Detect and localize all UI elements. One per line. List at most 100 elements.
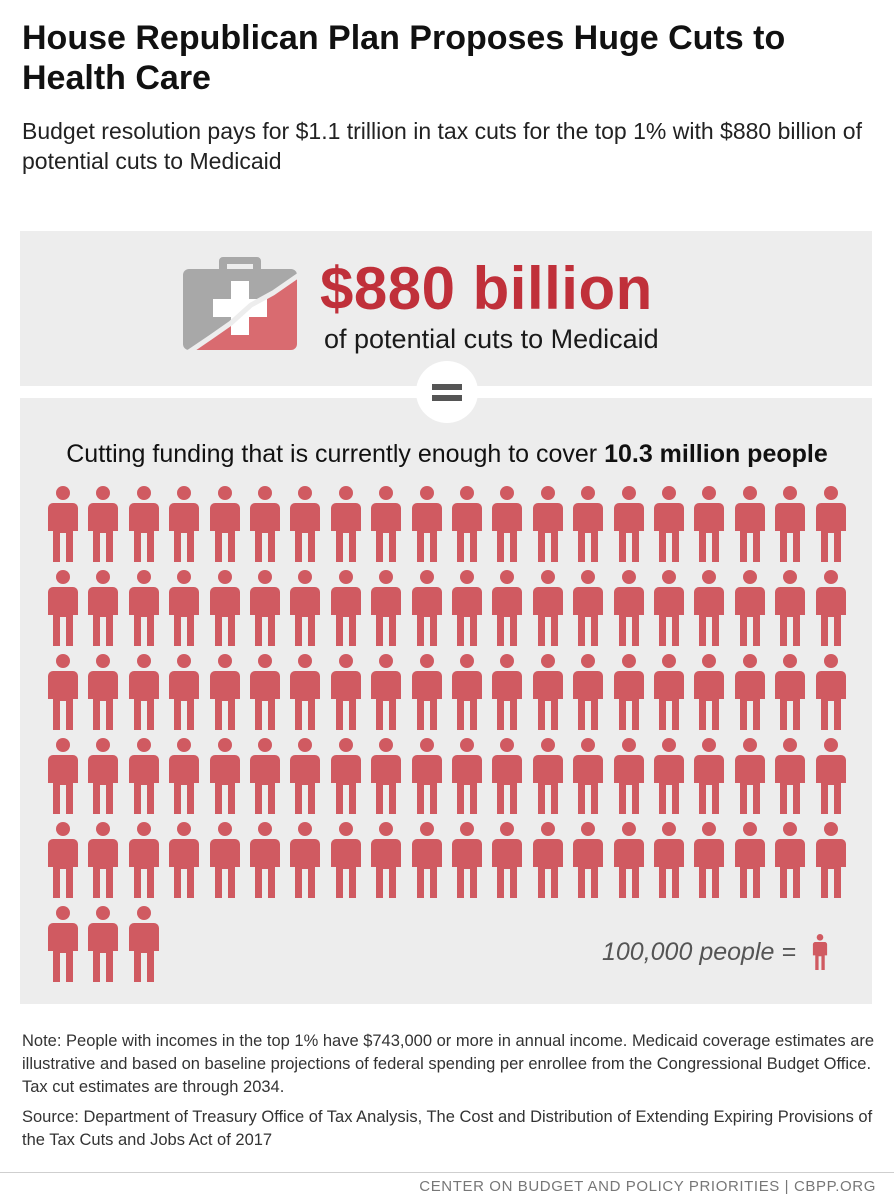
person-icon [613, 822, 644, 898]
person-icon [169, 654, 200, 730]
person-icon [694, 822, 725, 898]
person-icon [452, 738, 482, 814]
legend-label: 100,000 people = [602, 938, 796, 966]
person-icon [573, 822, 604, 898]
footer-credit: CENTER ON BUDGET AND POLICY PRIORITIES |… [419, 1178, 876, 1195]
person-icon [209, 654, 240, 730]
person-icon [775, 486, 806, 562]
person-icon [734, 654, 765, 730]
person-icon [209, 738, 240, 814]
person-icon [573, 654, 604, 730]
first-aid-kit-icon [183, 257, 299, 352]
person-icon [48, 486, 78, 562]
cut-amount-description: of potential cuts to Medicaid [324, 324, 659, 354]
cut-amount: $880 billion [320, 255, 653, 322]
person-icon [48, 822, 78, 898]
person-icon [169, 822, 200, 898]
person-icon [532, 822, 563, 898]
person-icon [613, 486, 644, 562]
person-icon [250, 654, 280, 730]
person-icon [775, 570, 806, 646]
person-icon [128, 822, 159, 898]
person-icon [532, 486, 563, 562]
person-icon [128, 654, 159, 730]
person-icon [573, 486, 604, 562]
person-icon [492, 738, 523, 814]
person-icon [88, 654, 119, 730]
person-icon [812, 934, 828, 970]
person-icon [452, 486, 482, 562]
person-icon [250, 570, 280, 646]
person-icon [734, 738, 765, 814]
equals-icon [416, 361, 478, 423]
person-icon [88, 738, 119, 814]
person-icon [371, 654, 402, 730]
person-icon [88, 822, 119, 898]
person-icon [654, 654, 684, 730]
person-icon [694, 654, 725, 730]
page-title: House Republican Plan Proposes Huge Cuts… [22, 19, 786, 97]
person-icon [290, 822, 321, 898]
person-icon [371, 570, 402, 646]
person-icon [815, 738, 846, 814]
person-icon [250, 738, 280, 814]
person-icon [48, 738, 78, 814]
coverage-text: Cutting funding that is currently enough… [66, 440, 605, 468]
person-icon [209, 570, 240, 646]
person-icon [88, 906, 119, 982]
person-icon [694, 570, 725, 646]
person-icon [48, 906, 78, 982]
person-icon [128, 486, 159, 562]
person-icon [371, 486, 402, 562]
person-icon [290, 570, 321, 646]
person-icon [775, 738, 806, 814]
person-icon [290, 486, 321, 562]
coverage-panel [20, 398, 872, 1004]
person-icon [694, 738, 725, 814]
person-icon [48, 654, 78, 730]
footer-divider [0, 1172, 894, 1173]
people-icon-grid [47, 486, 867, 986]
person-icon [371, 822, 402, 898]
person-icon [128, 738, 159, 814]
person-icon [411, 822, 442, 898]
person-icon [88, 570, 119, 646]
person-icon [492, 654, 523, 730]
person-icon [330, 570, 361, 646]
person-icon [492, 822, 523, 898]
person-icon [532, 654, 563, 730]
person-icon [48, 570, 78, 646]
person-icon [290, 654, 321, 730]
person-icon [411, 570, 442, 646]
person-icon [613, 738, 644, 814]
person-icon [734, 822, 765, 898]
person-icon [613, 654, 644, 730]
person-icon [775, 822, 806, 898]
person-icon [815, 822, 846, 898]
person-icon [330, 654, 361, 730]
person-icon [573, 738, 604, 814]
person-icon [330, 822, 361, 898]
person-icon [492, 570, 523, 646]
person-icon [250, 486, 280, 562]
person-icon [128, 906, 159, 982]
person-icon [694, 486, 725, 562]
person-icon [452, 654, 482, 730]
person-icon [734, 486, 765, 562]
person-icon [411, 654, 442, 730]
person-icon [330, 486, 361, 562]
person-icon [250, 822, 280, 898]
person-icon [532, 738, 563, 814]
person-icon [654, 570, 684, 646]
person-icon [452, 570, 482, 646]
person-icon [654, 822, 684, 898]
person-icon [815, 654, 846, 730]
note-text: Note: People with incomes in the top 1% … [22, 1032, 875, 1096]
person-icon [88, 486, 119, 562]
coverage-count: 10.3 million people [604, 440, 828, 468]
person-icon [371, 738, 402, 814]
person-icon [209, 822, 240, 898]
person-icon [209, 486, 240, 562]
person-icon [613, 570, 644, 646]
source-text: Source: Department of Treasury Office of… [22, 1108, 873, 1149]
